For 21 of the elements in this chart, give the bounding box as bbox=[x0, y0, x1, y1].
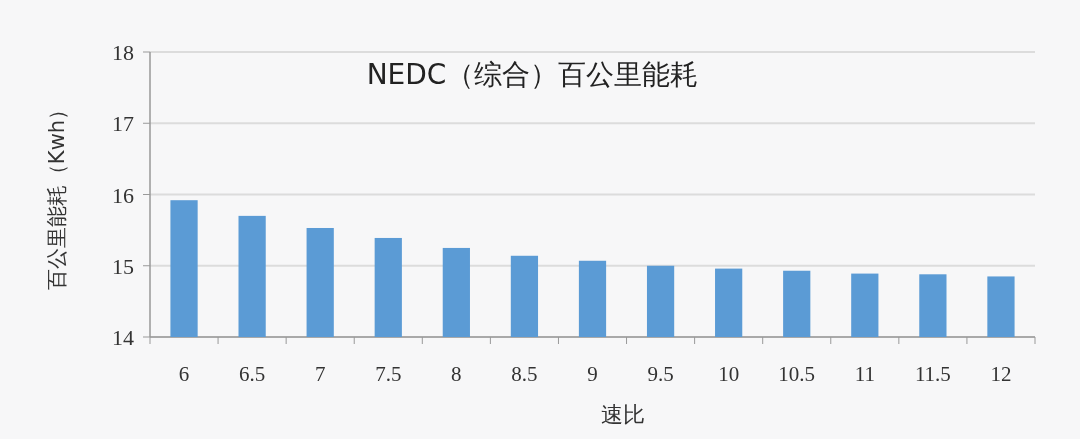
chart-title: NEDC（综合）百公里能耗 bbox=[366, 58, 699, 91]
x-tick-label: 9 bbox=[587, 362, 598, 386]
x-axis-title: 速比 bbox=[600, 402, 645, 427]
x-tick-label: 7 bbox=[314, 362, 326, 386]
y-tick-label: 18 bbox=[112, 40, 134, 65]
x-tick-label: 8.5 bbox=[511, 362, 538, 386]
x-tick-label: 11 bbox=[854, 362, 875, 386]
y-tick-label: 14 bbox=[112, 325, 134, 350]
x-tick-label: 10 bbox=[718, 362, 740, 386]
x-tick-label: 10.5 bbox=[778, 362, 816, 386]
y-tick-label: 15 bbox=[112, 253, 134, 279]
x-tick-label: 7.5 bbox=[375, 362, 402, 386]
x-tick-label: 12 bbox=[990, 362, 1012, 386]
x-tick-label: 6 bbox=[178, 362, 190, 386]
x-tick-label: 6.5 bbox=[238, 362, 266, 386]
y-tick-label: 16 bbox=[112, 182, 134, 208]
x-tick-label: 8 bbox=[451, 362, 462, 386]
y-tick-label: 17 bbox=[112, 111, 134, 137]
x-tick-label: 11.5 bbox=[914, 362, 951, 386]
y-axis-title: 百公里能耗（Kwh） bbox=[45, 98, 69, 291]
x-tick-label: 9.5 bbox=[647, 362, 674, 386]
